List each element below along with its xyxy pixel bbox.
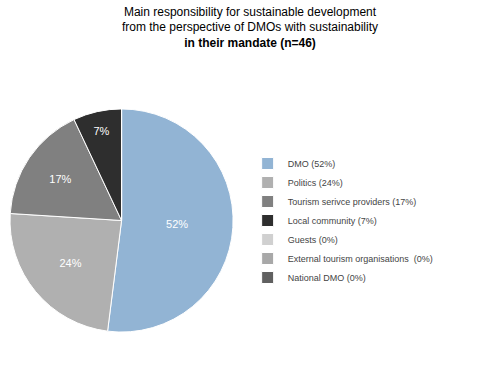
svg-text:DMO (52%): DMO (52%) xyxy=(288,159,336,169)
svg-text:Politics (24%): Politics (24%) xyxy=(288,178,343,188)
svg-text:52%: 52% xyxy=(166,218,188,230)
svg-text:Main responsibility for sustai: Main responsibility for sustainable deve… xyxy=(122,5,378,50)
svg-text:Guests (0%): Guests (0%) xyxy=(288,235,338,245)
svg-text:7%: 7% xyxy=(93,125,109,137)
svg-text:Local community (7%): Local community (7%) xyxy=(288,216,377,226)
svg-text:24%: 24% xyxy=(59,257,81,269)
svg-text:External tourism organisations: External tourism organisations (0%) xyxy=(288,254,433,264)
svg-text:National DMO (0%): National DMO (0%) xyxy=(288,273,366,283)
svg-text:Tourism serivce providers (17%: Tourism serivce providers (17%) xyxy=(288,197,417,207)
svg-text:17%: 17% xyxy=(49,173,71,185)
